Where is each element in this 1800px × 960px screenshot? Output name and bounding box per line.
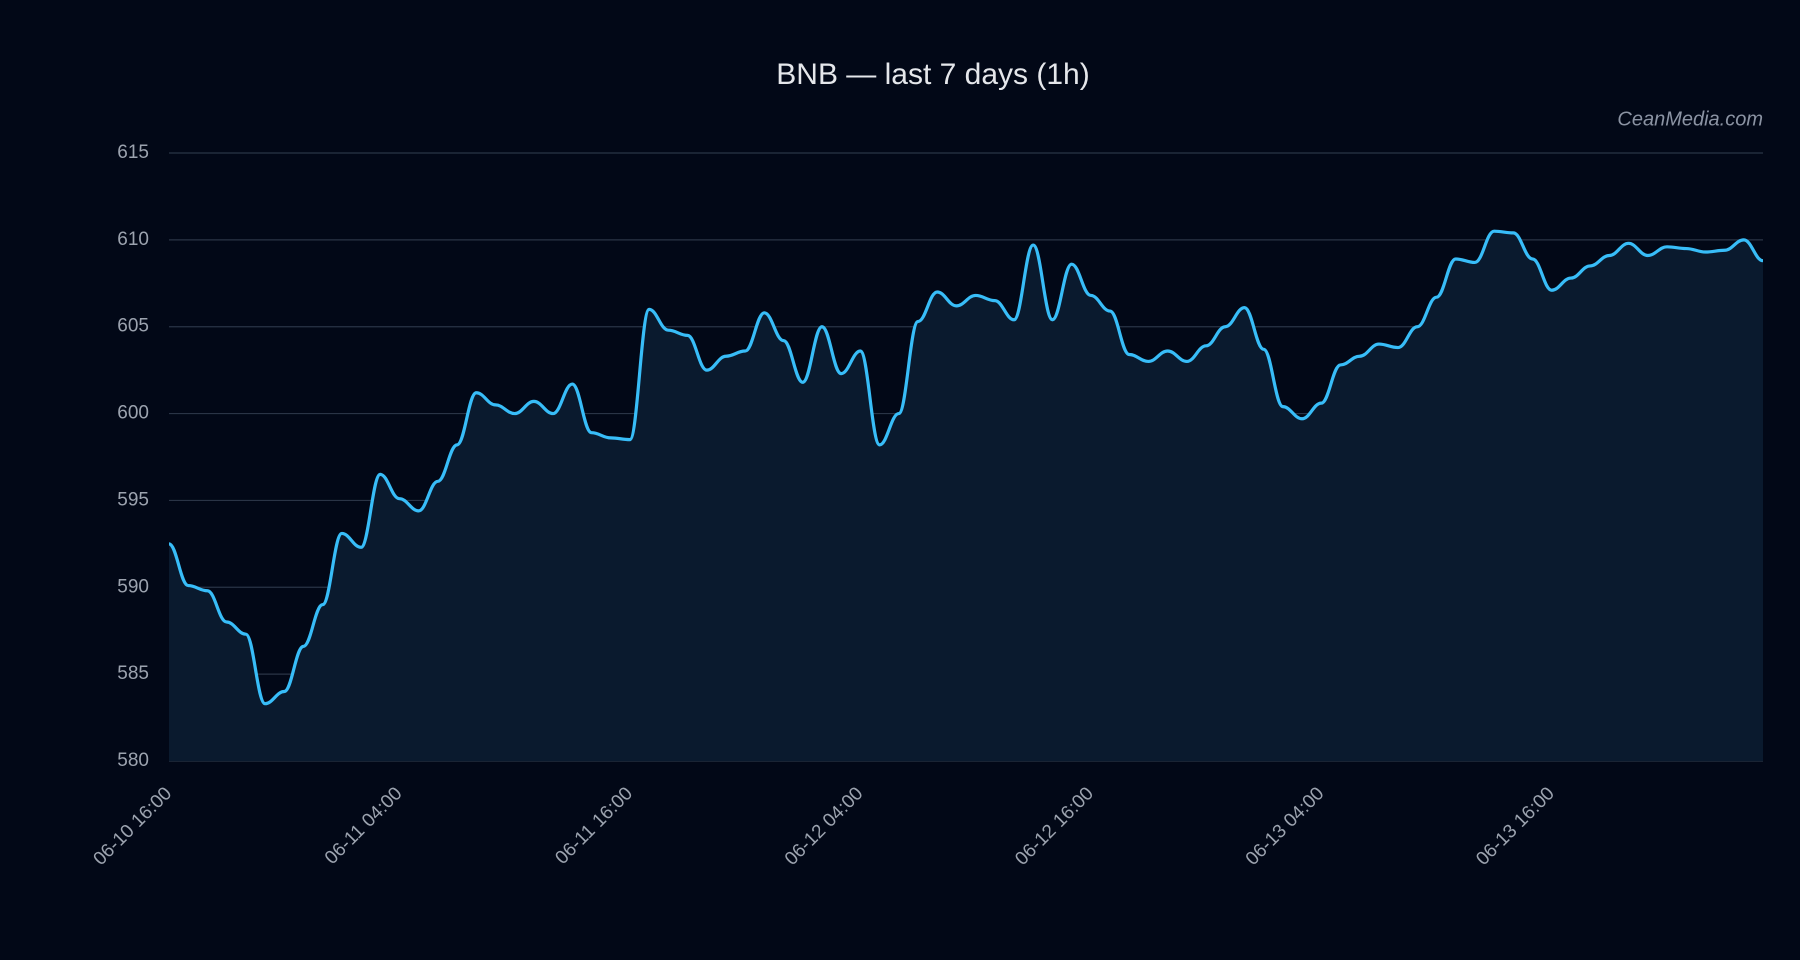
y-tick-label: 585 [117, 663, 149, 684]
y-tick-label: 600 [117, 403, 149, 424]
area [169, 231, 1763, 761]
y-tick-label: 595 [117, 489, 149, 510]
y-tick-label: 610 [117, 229, 149, 250]
y-tick-label: 590 [117, 576, 149, 597]
line [168, 229, 1764, 706]
watermark: CeanMedia.com [1617, 108, 1763, 130]
y-tick-label: 615 [117, 142, 149, 163]
chart-title: BNB — last 7 days (1h) [776, 58, 1089, 91]
y-tick-label: 580 [117, 750, 149, 771]
y-tick-label: 605 [117, 316, 149, 337]
